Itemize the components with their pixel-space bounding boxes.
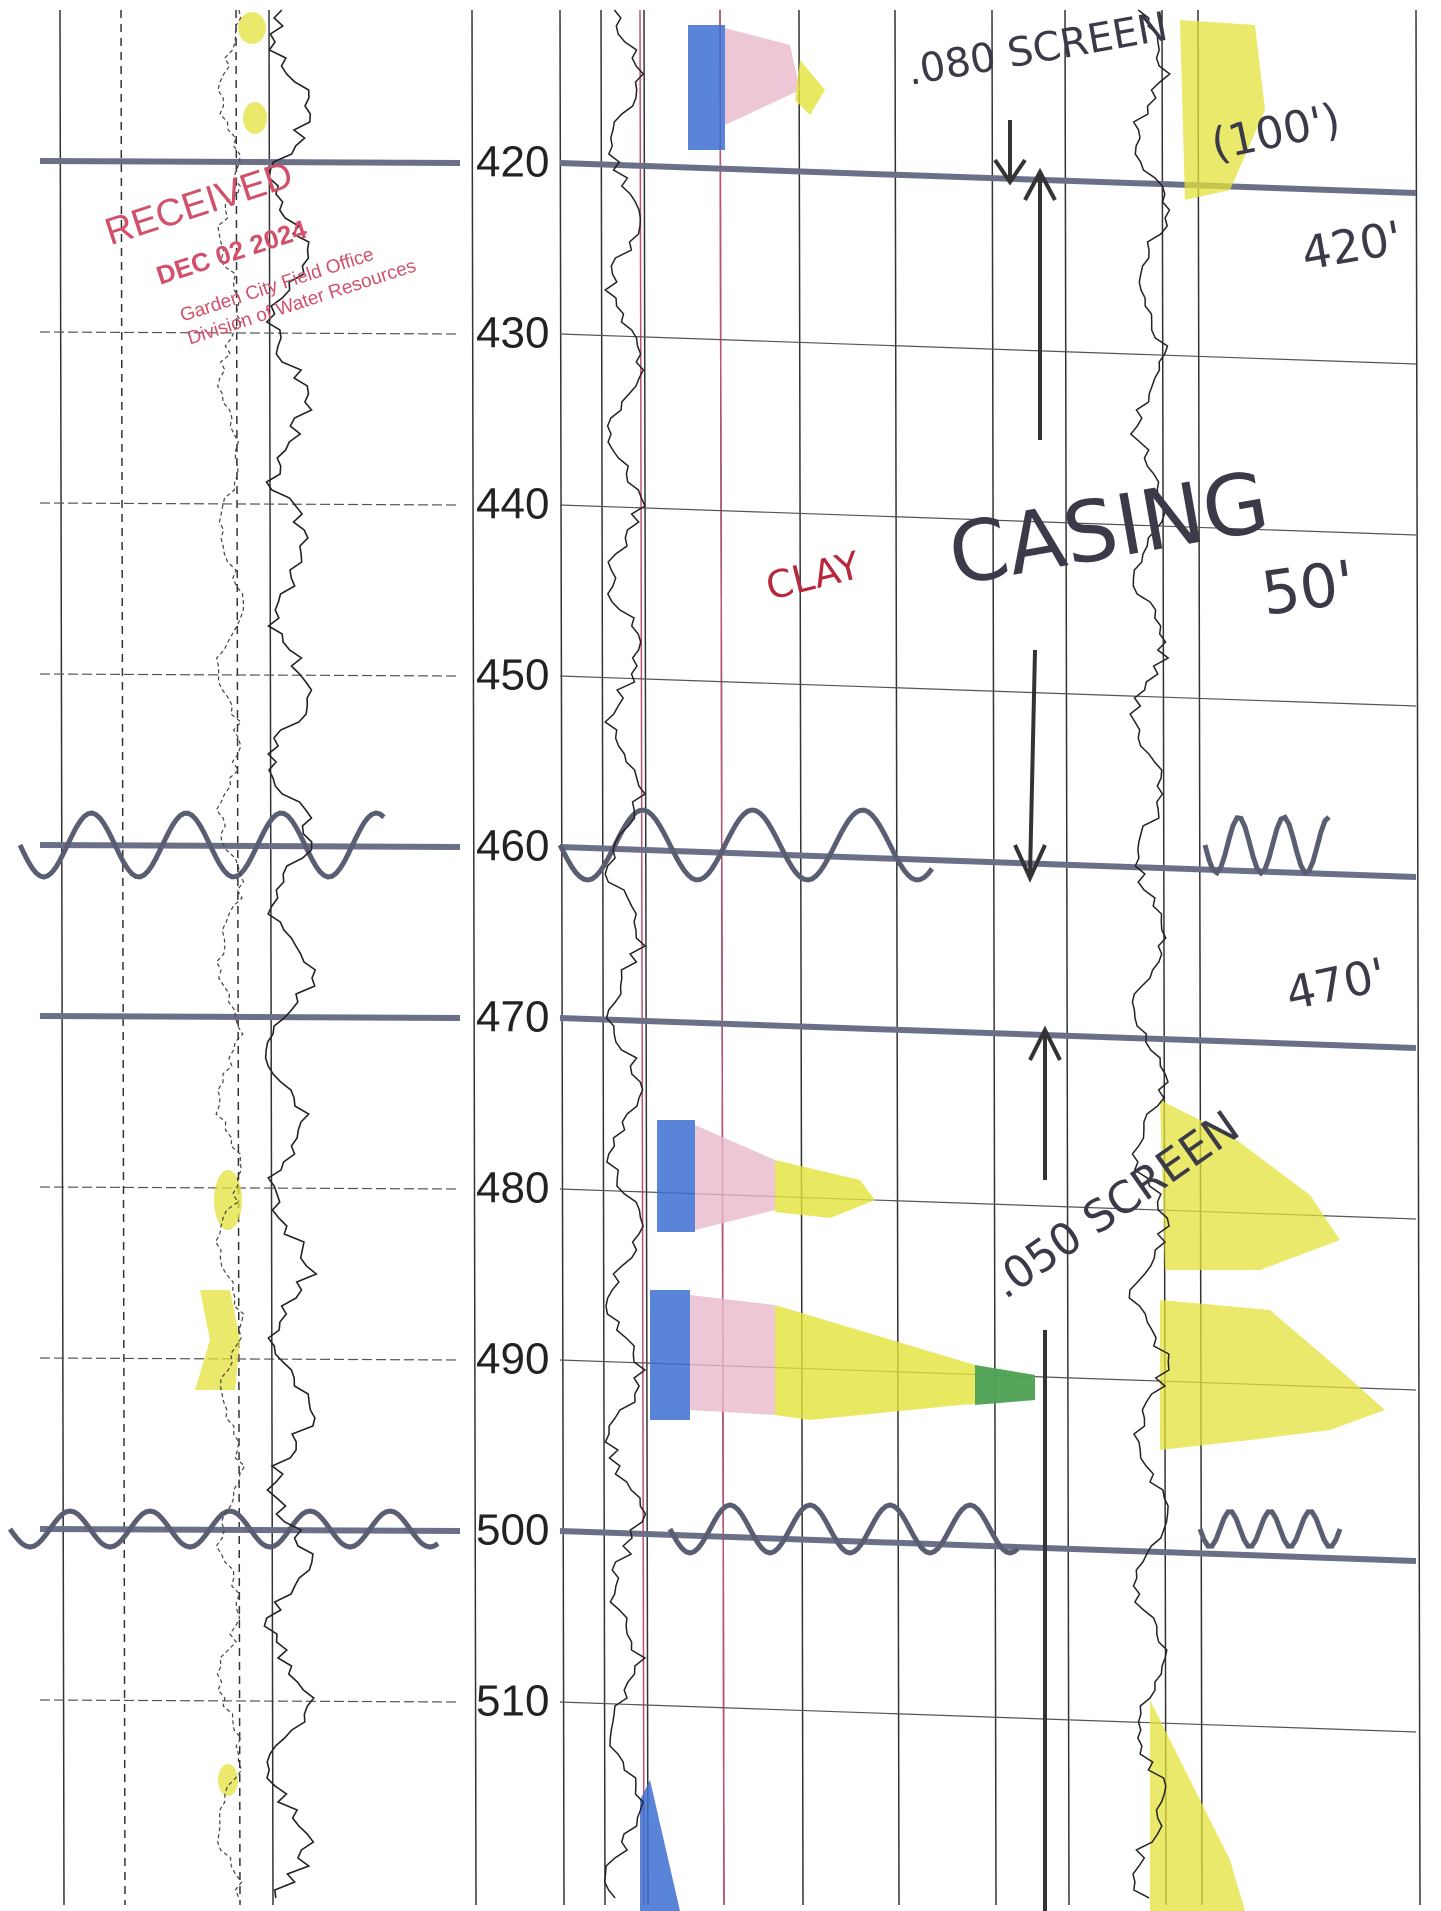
green-fill bbox=[975, 1365, 1035, 1405]
blue-fill bbox=[640, 1780, 680, 1911]
vertical-grid-line bbox=[235, 9, 241, 1906]
hand-wiggle bbox=[667, 1502, 1020, 1556]
yellow-fill bbox=[195, 1290, 240, 1390]
yellow-fill bbox=[1160, 1100, 1340, 1270]
depth-label: 460 bbox=[476, 822, 549, 871]
depth-grid-line bbox=[559, 333, 1417, 365]
yellow-fill bbox=[1150, 1700, 1245, 1911]
vertical-grid-line bbox=[1064, 9, 1070, 1906]
blue-fill bbox=[688, 25, 725, 150]
log-trace bbox=[603, 9, 647, 1899]
arrow-down bbox=[993, 120, 1027, 186]
vertical-grid-line bbox=[559, 9, 565, 1906]
depth-marker-line bbox=[559, 160, 1417, 196]
yellow-fill bbox=[775, 1160, 875, 1218]
depth-label: 510 bbox=[476, 1677, 549, 1726]
hand-wiggle bbox=[1202, 814, 1331, 877]
depth-label: 450 bbox=[476, 651, 549, 700]
vertical-grid-line bbox=[471, 9, 477, 1906]
highlight-fills bbox=[195, 12, 1385, 1911]
depth-grid-line bbox=[559, 504, 1417, 536]
depth-marker-line bbox=[39, 1013, 461, 1021]
depth-label: 470 bbox=[476, 993, 549, 1042]
yellow-fill bbox=[238, 12, 266, 44]
depth-grid-line bbox=[39, 1186, 461, 1190]
arrows bbox=[993, 120, 1062, 1911]
hand-wiggle bbox=[7, 1508, 440, 1550]
arrow-up bbox=[1023, 167, 1057, 440]
hand-wiggle bbox=[1197, 1509, 1343, 1549]
vertical-grid-line bbox=[894, 9, 900, 1906]
vertical-grid-line bbox=[1415, 9, 1421, 1906]
vertical-grid-line bbox=[600, 9, 606, 1906]
yellow-fill bbox=[218, 1764, 238, 1796]
depth-grid-line bbox=[39, 673, 461, 677]
vertical-grid-line bbox=[991, 9, 997, 1906]
yellow-fill bbox=[775, 1305, 1035, 1420]
yellow-fill bbox=[214, 1170, 242, 1230]
vertical-grid-line bbox=[1161, 9, 1167, 1906]
depth-grid-line bbox=[39, 502, 461, 506]
depth-marker-line bbox=[559, 844, 1417, 880]
vertical-grid-line bbox=[643, 9, 649, 1906]
vertical-grid-line bbox=[268, 9, 274, 1906]
hand-wiggle bbox=[17, 810, 386, 880]
log-trace bbox=[1128, 9, 1172, 1899]
red-track-line bbox=[639, 9, 645, 1906]
pink-fill bbox=[695, 1125, 775, 1230]
depth-marker-line bbox=[559, 1528, 1417, 1564]
depth-labels: 420 430 440 450 460 470 480 490 500 510 bbox=[476, 138, 549, 1726]
depth-label: 420 bbox=[476, 138, 549, 187]
casing-length: 50' bbox=[1257, 548, 1359, 630]
vertical-grid-line bbox=[59, 9, 65, 1906]
depth-label: 430 bbox=[476, 309, 549, 358]
yellow-fill bbox=[1180, 20, 1265, 200]
vertical-grid-line bbox=[1197, 9, 1203, 1906]
blue-fill bbox=[650, 1290, 690, 1420]
depth-marker-line bbox=[39, 158, 461, 166]
grid bbox=[39, 9, 1421, 1906]
log-trace bbox=[214, 9, 246, 1899]
vertical-grid-line bbox=[798, 9, 804, 1906]
depth-label: 490 bbox=[476, 1335, 549, 1384]
depth-grid-line bbox=[559, 1701, 1417, 1733]
depth-label: 480 bbox=[476, 1164, 549, 1213]
depth-grid-line bbox=[39, 1699, 461, 1703]
pink-fill bbox=[725, 28, 800, 125]
depth-grid-line bbox=[559, 675, 1417, 707]
log-curves bbox=[7, 9, 1343, 1899]
depth-grid-line bbox=[39, 331, 461, 335]
vertical-grid-line bbox=[120, 9, 126, 1906]
yellow-fill bbox=[795, 60, 825, 115]
blue-fill bbox=[657, 1120, 695, 1232]
depth-marker-line bbox=[559, 1015, 1417, 1051]
depth-label: 500 bbox=[476, 1506, 549, 1555]
pink-fill bbox=[690, 1295, 775, 1415]
depth-label: 440 bbox=[476, 480, 549, 529]
yellow-fill bbox=[243, 102, 267, 134]
arrow-down bbox=[1013, 649, 1047, 883]
yellow-fill bbox=[1160, 1300, 1385, 1450]
log-trace bbox=[263, 9, 318, 1899]
depth-marker-line bbox=[39, 842, 461, 850]
depth-grid-line bbox=[39, 1357, 461, 1361]
red-track-line bbox=[719, 9, 725, 1906]
arrow-up bbox=[1028, 1025, 1062, 1180]
